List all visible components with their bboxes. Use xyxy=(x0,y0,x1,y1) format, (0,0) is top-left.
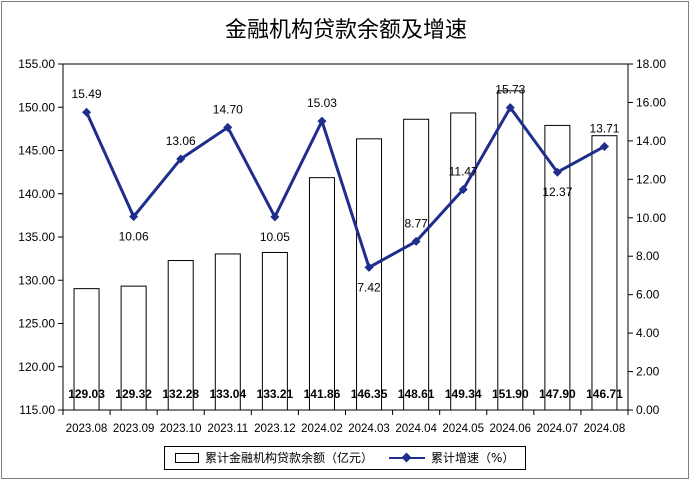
bar xyxy=(591,135,618,411)
legend-item-bar: 累计金融机构贷款余额（亿元） xyxy=(165,447,375,469)
x-axis-tick-label: 2023.10 xyxy=(160,423,202,435)
right-axis-tick-label: 18.00 xyxy=(636,57,666,71)
line-point xyxy=(599,141,609,151)
right-axis-tick-label: 12.00 xyxy=(636,172,666,186)
legend-diamond-icon xyxy=(401,452,412,463)
left-axis-tick-label: 140.00 xyxy=(18,187,55,201)
bar xyxy=(356,138,383,411)
growth-line xyxy=(85,104,606,270)
line-point xyxy=(458,185,468,195)
line-point xyxy=(129,212,139,222)
bar-data-label: 129.03 xyxy=(68,387,105,401)
x-axis-tick-label: 2024.03 xyxy=(348,423,390,435)
right-axis-tick-label: 6.00 xyxy=(636,288,660,302)
left-axis-tick-label: 125.00 xyxy=(18,317,55,331)
line-data-label: 14.70 xyxy=(213,102,243,116)
line-data-label: 8.77 xyxy=(404,216,428,230)
line-point xyxy=(364,262,374,272)
line-data-label: 13.71 xyxy=(589,121,619,135)
right-axis-tick-label: 2.00 xyxy=(636,365,660,379)
line-point xyxy=(411,236,421,246)
line-data-label: 13.06 xyxy=(166,134,196,148)
bar-data-label: 151.90 xyxy=(492,387,529,401)
line-data-label: 15.49 xyxy=(72,87,102,101)
bar xyxy=(120,285,147,411)
line-data-label: 15.03 xyxy=(307,96,337,110)
bar-data-label: 146.35 xyxy=(351,387,388,401)
x-axis-tick-label: 2023.09 xyxy=(113,423,155,435)
right-axis-tick-label: 10.00 xyxy=(636,211,666,225)
left-axis-tick-label: 120.00 xyxy=(18,360,55,374)
right-axis-tick-label: 8.00 xyxy=(636,249,660,263)
bar xyxy=(261,251,288,411)
line-data-label: 10.05 xyxy=(260,230,290,244)
line-point xyxy=(317,116,327,126)
x-axis-tick-label: 2024.08 xyxy=(584,423,626,435)
line-data-label: 15.73 xyxy=(495,83,525,97)
left-axis-tick-label: 155.00 xyxy=(18,57,55,71)
legend-bar-swatch xyxy=(175,453,199,463)
x-axis-tick-label: 2023.12 xyxy=(254,423,296,435)
line-data-label: 12.37 xyxy=(542,185,572,199)
bar xyxy=(214,253,241,411)
bar-data-label: 148.61 xyxy=(398,387,435,401)
bar xyxy=(497,90,524,411)
x-axis-tick-label: 2023.08 xyxy=(66,423,108,435)
x-axis-tick-label: 2024.04 xyxy=(395,423,437,435)
left-axis-tick-label: 135.00 xyxy=(18,230,55,244)
bar xyxy=(403,118,430,411)
line-point xyxy=(270,212,280,222)
legend-bar-label: 累计金融机构贷款余额（亿元） xyxy=(205,451,374,465)
left-axis-tick-label: 150.00 xyxy=(18,100,55,114)
bar-data-label: 149.34 xyxy=(445,387,482,401)
x-axis-tick-label: 2024.07 xyxy=(537,423,579,435)
legend: 累计金融机构贷款余额（亿元） 累计增速（%） xyxy=(164,446,526,470)
line-data-label: 10.06 xyxy=(119,230,149,244)
line-point xyxy=(223,122,233,132)
line-data-label: 11.47 xyxy=(449,165,478,179)
bar-data-label: 129.32 xyxy=(115,387,152,401)
left-axis-tick-label: 115.00 xyxy=(19,403,55,417)
bar xyxy=(73,288,100,411)
x-axis-tick-label: 2024.06 xyxy=(490,423,532,435)
line-point xyxy=(176,154,186,164)
right-axis-tick-label: 0.00 xyxy=(636,403,660,417)
bar-data-label: 132.28 xyxy=(162,387,199,401)
bar-data-label: 146.71 xyxy=(586,387,623,401)
right-axis-tick-label: 4.00 xyxy=(636,326,660,340)
x-axis-tick-label: 2024.02 xyxy=(301,423,343,435)
bar-data-label: 147.90 xyxy=(539,387,576,401)
line-point xyxy=(82,107,92,117)
bar xyxy=(308,177,335,411)
bar xyxy=(450,112,477,411)
right-axis-tick-label: 16.00 xyxy=(636,95,666,109)
left-axis-tick-label: 130.00 xyxy=(18,273,55,287)
legend-item-line: 累计增速（%） xyxy=(377,447,525,469)
line-data-label: 7.42 xyxy=(357,280,381,294)
right-axis-tick-label: 14.00 xyxy=(636,134,666,148)
x-axis-tick-label: 2024.05 xyxy=(442,423,484,435)
left-axis-tick-label: 145.00 xyxy=(18,144,55,158)
line-point xyxy=(505,103,515,113)
line-point xyxy=(552,167,562,177)
bar-data-label: 133.21 xyxy=(257,387,294,401)
bar xyxy=(167,260,194,411)
chart-title: 金融机构贷款余额及增速 xyxy=(224,18,467,43)
legend-line-label: 累计增速（%） xyxy=(431,451,515,465)
bar-data-label: 141.86 xyxy=(304,387,341,401)
bar-data-label: 133.04 xyxy=(209,387,246,401)
x-axis-tick-label: 2023.11 xyxy=(207,423,248,435)
